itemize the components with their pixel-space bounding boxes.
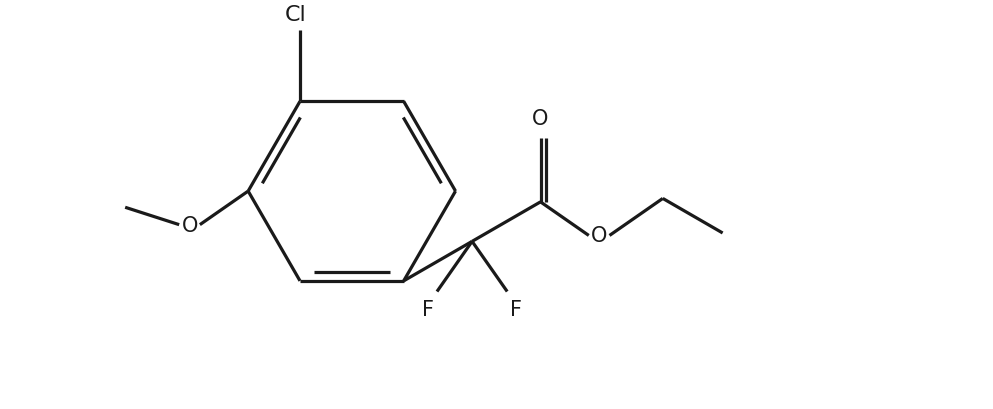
Text: F: F xyxy=(510,300,522,320)
Text: Cl: Cl xyxy=(285,5,307,25)
Text: F: F xyxy=(422,300,434,320)
Text: O: O xyxy=(532,108,549,128)
Text: O: O xyxy=(591,226,607,246)
Text: O: O xyxy=(182,215,199,235)
